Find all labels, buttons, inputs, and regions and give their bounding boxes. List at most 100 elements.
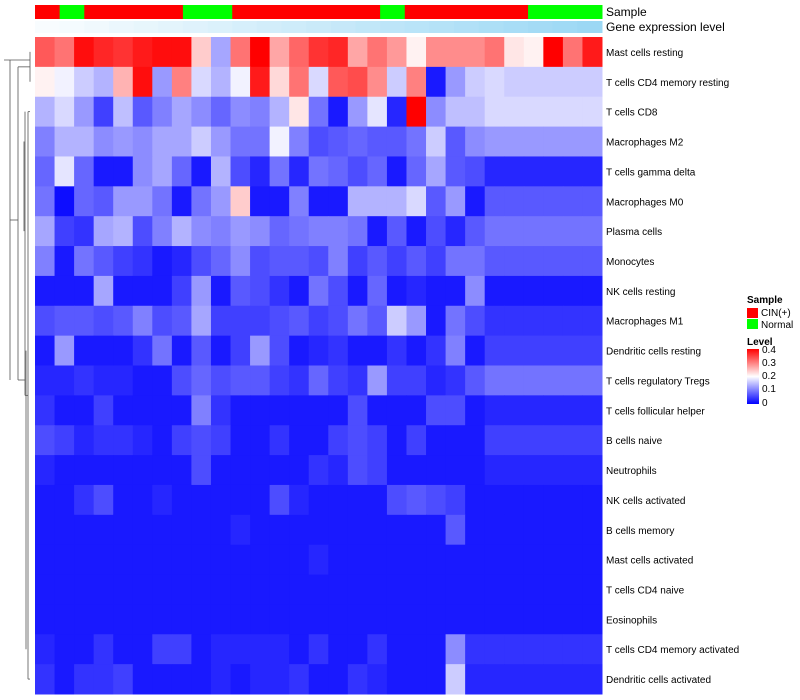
heatmap-cell — [386, 275, 407, 307]
heatmap-cell — [426, 216, 447, 247]
heatmap-cell — [250, 395, 271, 426]
heatmap-cell — [484, 425, 505, 456]
heatmap-cell — [74, 126, 95, 157]
heatmap-cell — [152, 484, 173, 516]
heatmap-cell — [308, 455, 329, 486]
heatmap-cell — [54, 395, 75, 426]
legend-sample: Sample CIN(+) Normal — [747, 295, 793, 331]
heatmap-cell — [210, 37, 232, 68]
heatmap-cell — [113, 574, 134, 605]
heatmap-cell — [171, 395, 192, 426]
heatmap-cell — [308, 126, 329, 157]
heatmap-cell — [504, 634, 525, 665]
heatmap-cell — [328, 37, 349, 68]
heatmap-cell — [54, 544, 75, 576]
heatmap-cell — [465, 514, 486, 546]
heatmap-cell — [289, 514, 310, 546]
heatmap-cell — [367, 275, 388, 307]
heatmap-cell — [543, 664, 564, 695]
sample-annotation-cell — [256, 5, 283, 19]
heatmap-cell — [347, 246, 368, 277]
heatmap-cell — [289, 664, 310, 695]
heatmap-cell — [74, 604, 95, 635]
heatmap-cell — [562, 634, 583, 665]
heatmap-cell — [113, 156, 134, 187]
heatmap-cell — [74, 634, 95, 665]
heatmap-cell — [386, 425, 407, 456]
heatmap-cell — [582, 425, 603, 456]
heatmap-cell — [386, 604, 407, 635]
heatmap-cell — [406, 126, 427, 157]
heatmap-cell — [465, 335, 486, 366]
heatmap-cell — [191, 156, 212, 187]
heatmap-cell — [308, 96, 329, 128]
heatmap-cell — [347, 126, 368, 157]
legend-level-tick: 0.4 — [762, 345, 776, 356]
heatmap-cell — [543, 305, 564, 337]
heatmap-cell — [562, 484, 583, 516]
heatmap-cell — [250, 37, 271, 68]
heatmap-cell — [582, 305, 603, 337]
heatmap-cell — [308, 305, 329, 337]
heatmap-cell — [484, 604, 505, 635]
heatmap-cell — [367, 37, 388, 68]
heatmap-cell — [210, 484, 232, 516]
heatmap-cell — [54, 305, 75, 337]
heatmap-cell — [113, 246, 134, 277]
heatmap-cell — [132, 37, 153, 68]
heatmap-cell — [582, 335, 603, 366]
heatmap-cell — [230, 484, 251, 516]
heatmap-cell — [445, 395, 466, 426]
heatmap-cell — [113, 275, 134, 307]
heatmap-cell — [171, 156, 192, 187]
heatmap-cell — [484, 395, 505, 426]
heatmap-cell — [406, 335, 427, 366]
heatmap-cell — [191, 544, 212, 576]
heatmap-cell — [386, 305, 407, 337]
heatmap-cell — [152, 514, 173, 546]
heatmap-cell — [132, 604, 153, 635]
heatmap-cell — [504, 96, 525, 128]
row-label: Plasma cells — [606, 227, 662, 238]
heatmap-cell — [465, 544, 486, 576]
heatmap-cell — [191, 275, 212, 307]
heatmap-cell — [367, 66, 388, 98]
heatmap-cell — [152, 365, 173, 396]
heatmap-cell — [93, 365, 114, 396]
heatmap-cell — [289, 604, 310, 635]
heatmap-cell — [93, 634, 114, 665]
heatmap-cell — [35, 186, 56, 217]
heatmap-cell — [152, 544, 173, 576]
heatmap-cell — [484, 455, 505, 486]
heatmap-cell — [504, 66, 525, 98]
heatmap-cell — [562, 96, 583, 128]
heatmap-cell — [406, 156, 427, 187]
heatmap-cell — [54, 484, 75, 516]
heatmap-cell — [230, 514, 251, 546]
heatmap-cell — [113, 37, 134, 68]
heatmap-cell — [347, 604, 368, 635]
heatmap-cell — [113, 664, 134, 695]
row-label: Macrophages M2 — [606, 138, 684, 149]
heatmap-cell — [113, 216, 134, 247]
heatmap-cell — [35, 275, 56, 307]
row-label: T cells CD8 — [606, 108, 658, 119]
heatmap-cell — [269, 186, 290, 217]
heatmap-cell — [113, 634, 134, 665]
heatmap-cell — [54, 514, 75, 546]
heatmap-cell — [132, 574, 153, 605]
heatmap-cell — [328, 425, 349, 456]
expression-annotation-cell — [133, 21, 159, 33]
heatmap-cell — [465, 634, 486, 665]
heatmap-cell — [93, 604, 114, 635]
heatmap-cell — [543, 574, 564, 605]
sample-annotation-cell — [232, 5, 258, 19]
heatmap-cell — [445, 425, 466, 456]
heatmap-cell — [230, 634, 251, 665]
heatmap-cell — [230, 126, 251, 157]
heatmap-cell — [93, 484, 114, 516]
heatmap-cell — [132, 335, 153, 366]
heatmap-cell — [289, 96, 310, 128]
heatmap-cell — [113, 66, 134, 98]
heatmap-cell — [113, 96, 134, 128]
